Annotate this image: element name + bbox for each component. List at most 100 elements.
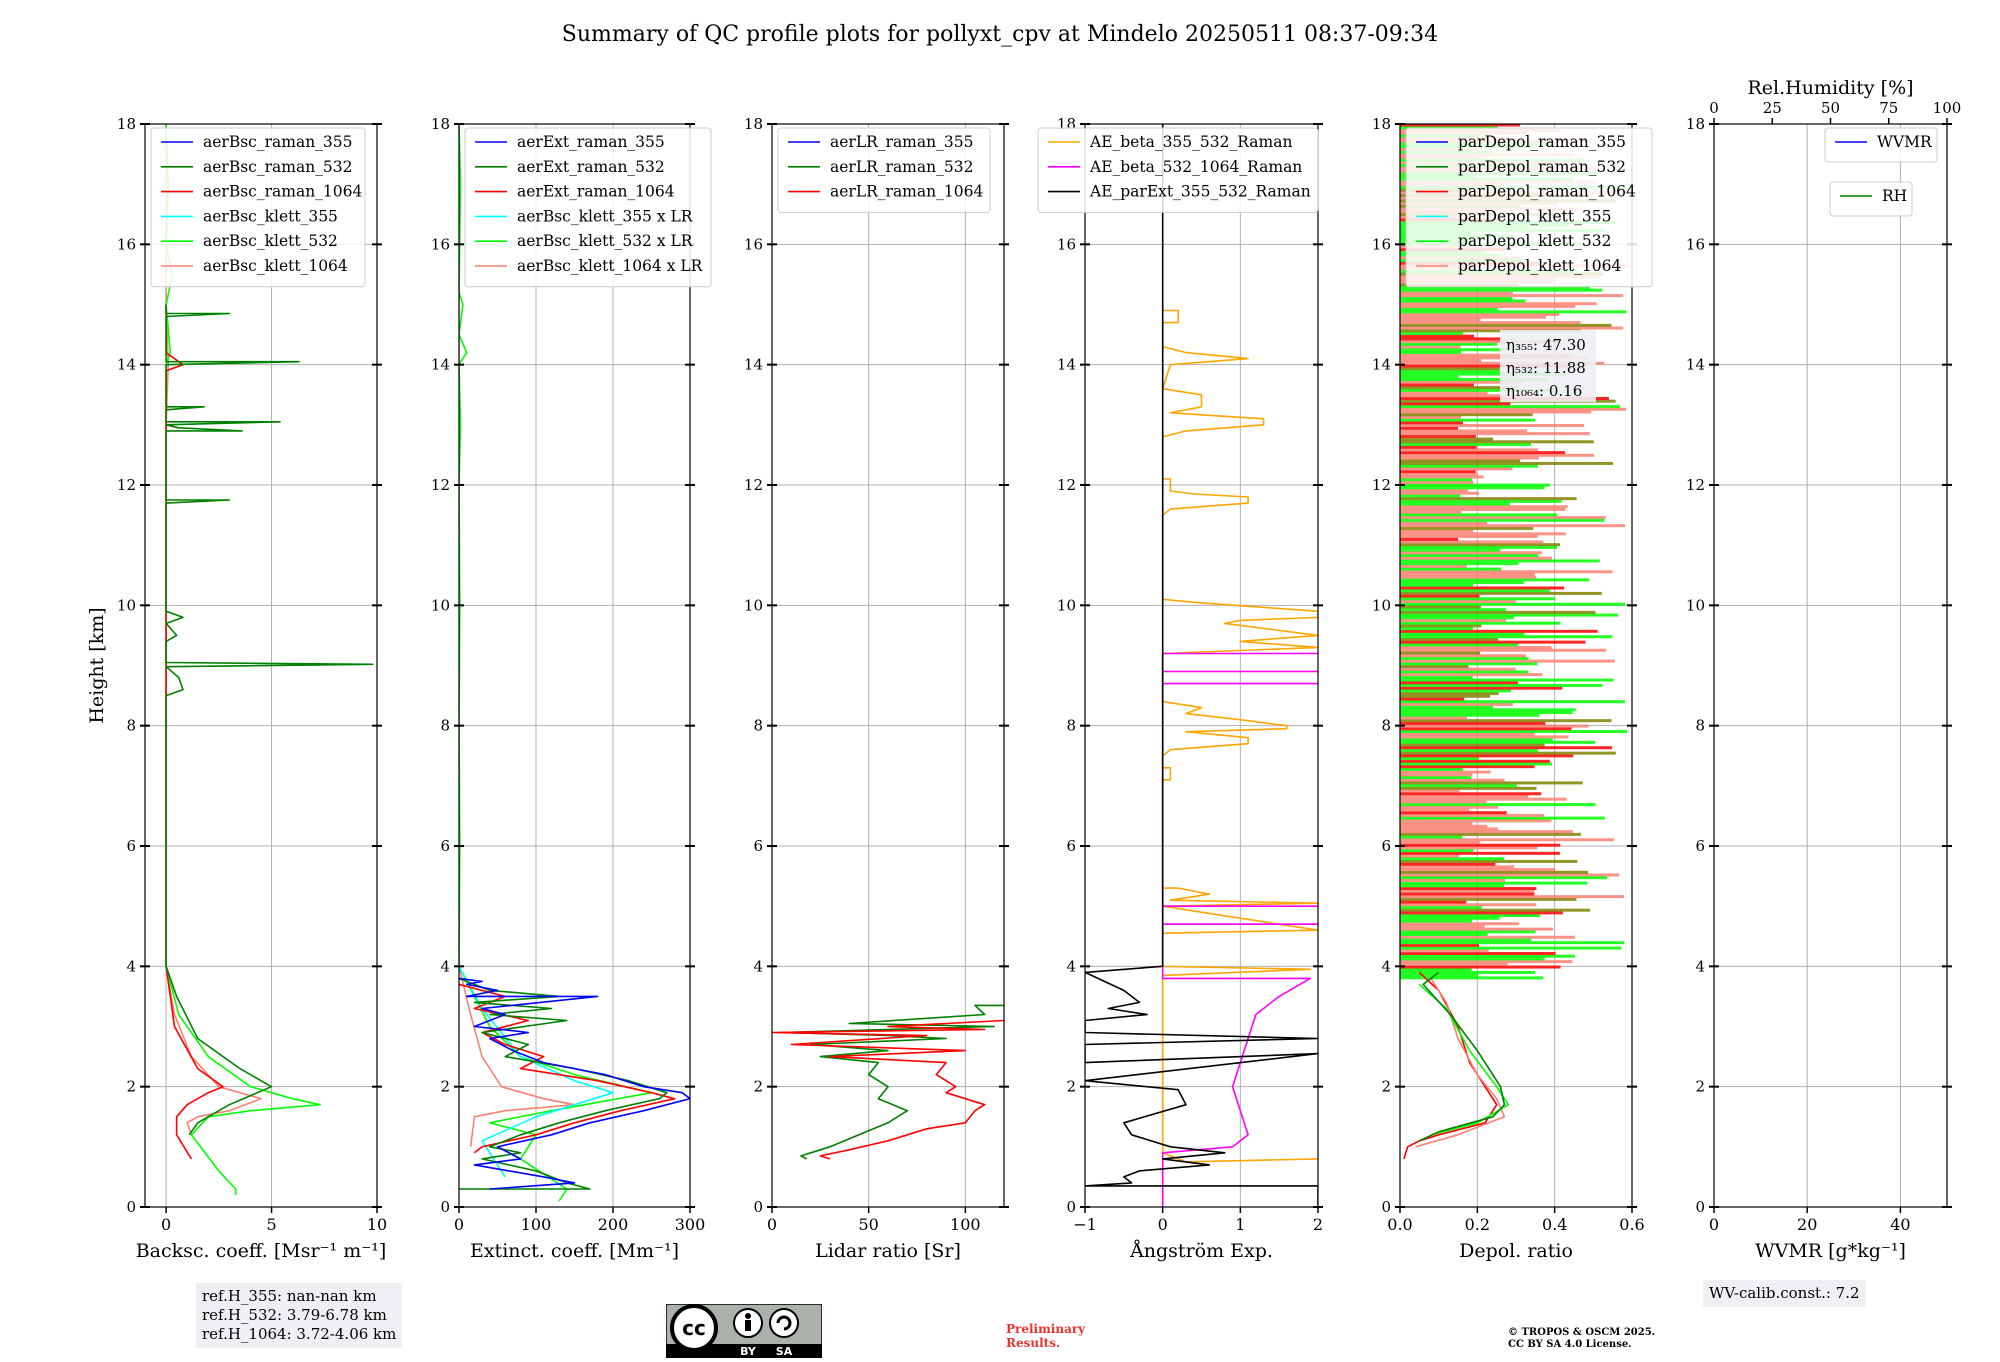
cc-license-icon: cc BY SA bbox=[665, 1303, 823, 1359]
ref-height-532: ref.H_532: 3.79-6.78 km bbox=[202, 1306, 387, 1324]
noise-band bbox=[1400, 830, 1573, 834]
x-tick-label: 0 bbox=[161, 1215, 171, 1234]
noise-band bbox=[1400, 870, 1589, 874]
noise-band bbox=[1400, 786, 1537, 790]
noise-band bbox=[1400, 348, 1510, 352]
y-tick-label: 10 bbox=[1057, 596, 1076, 614]
noise-band bbox=[1400, 957, 1545, 961]
noise-band bbox=[1400, 965, 1561, 969]
legend-label: aerBsc_raman_532 bbox=[203, 158, 353, 176]
noise-band bbox=[1400, 813, 1544, 817]
noise-band bbox=[1400, 467, 1513, 471]
noise-band bbox=[1400, 629, 1598, 633]
noise-band bbox=[1400, 881, 1588, 885]
noise-band bbox=[1400, 610, 1596, 614]
noise-band bbox=[1400, 951, 1556, 955]
legend-label: aerBsc_klett_532 bbox=[203, 232, 338, 250]
noise-band bbox=[1400, 794, 1529, 798]
legend-label: parDepol_klett_532 bbox=[1458, 232, 1611, 250]
noise-band bbox=[1400, 938, 1531, 942]
noise-band bbox=[1400, 816, 1605, 820]
sa-text: SA bbox=[776, 1345, 793, 1358]
noise-band bbox=[1400, 415, 1461, 419]
axes-frame bbox=[144, 123, 378, 1208]
figure-title: Summary of QC profile plots for pollyxt_… bbox=[561, 22, 1439, 47]
noise-band bbox=[1400, 529, 1474, 533]
noise-band bbox=[1400, 854, 1460, 858]
series-line-aerBsc_klett_1064 x LR bbox=[459, 124, 576, 1147]
noise-band bbox=[1400, 502, 1510, 506]
legend-label: aerLR_raman_1064 bbox=[830, 183, 983, 201]
x-tick-label: 5 bbox=[266, 1215, 276, 1234]
noise-band bbox=[1400, 410, 1592, 414]
noise-band bbox=[1400, 876, 1608, 880]
noise-band bbox=[1400, 364, 1569, 368]
noise-band bbox=[1400, 689, 1512, 693]
noise-band bbox=[1400, 759, 1550, 763]
noise-band bbox=[1400, 491, 1480, 495]
legend-frame bbox=[1037, 127, 1319, 213]
noise-band bbox=[1400, 624, 1482, 628]
noise-band bbox=[1400, 916, 1500, 920]
noise-band bbox=[1400, 513, 1558, 517]
y-tick-label: 18 bbox=[1372, 115, 1391, 133]
x-tick-label: 100 bbox=[950, 1215, 981, 1234]
noise-band bbox=[1400, 429, 1528, 433]
noise-band bbox=[1400, 616, 1514, 620]
y-tick-label: 12 bbox=[1372, 476, 1391, 494]
y-tick-label: 8 bbox=[1695, 717, 1705, 735]
noise-band bbox=[1400, 683, 1603, 687]
noise-band bbox=[1400, 521, 1488, 525]
y-tick-label: 14 bbox=[1372, 356, 1391, 374]
noise-band bbox=[1400, 865, 1515, 869]
noise-band bbox=[1400, 868, 1555, 872]
noise-band bbox=[1400, 819, 1552, 823]
noise-band bbox=[1400, 846, 1538, 850]
noise-band bbox=[1400, 543, 1561, 547]
legend-label: aerBsc_raman_1064 bbox=[203, 183, 363, 201]
noise-band bbox=[1400, 475, 1484, 479]
top-x-tick-label: 75 bbox=[1879, 99, 1898, 117]
legend-label: aerExt_raman_355 bbox=[517, 133, 665, 151]
noise-band bbox=[1400, 678, 1614, 682]
y-tick-label: 10 bbox=[744, 596, 763, 614]
noise-band bbox=[1400, 518, 1605, 522]
noise-band bbox=[1400, 724, 1589, 728]
legend-frame bbox=[777, 127, 991, 213]
x-axis-label: Lidar ratio [Sr] bbox=[815, 1240, 961, 1262]
noise-band bbox=[1400, 456, 1539, 460]
copyright-line-1: © TROPOS & OSCM 2025. bbox=[1508, 1327, 1656, 1338]
x-tick-label: 2 bbox=[1313, 1215, 1323, 1234]
noise-band bbox=[1400, 697, 1465, 701]
noise-band bbox=[1400, 478, 1473, 482]
noise-band bbox=[1400, 776, 1472, 780]
noise-band bbox=[1400, 808, 1470, 812]
noise-band bbox=[1400, 510, 1462, 514]
noise-band bbox=[1400, 402, 1511, 406]
eta-annotation-frame bbox=[1500, 330, 1596, 402]
noise-band bbox=[1400, 859, 1578, 863]
eta-value-0: η₃₅₅: 47.30 bbox=[1506, 336, 1586, 354]
noise-band bbox=[1400, 578, 1590, 582]
noise-band bbox=[1400, 388, 1558, 392]
legend-label: aerExt_raman_532 bbox=[517, 158, 665, 176]
y-tick-label: 14 bbox=[744, 356, 763, 374]
noise-band bbox=[1400, 378, 1549, 382]
wv-calib-text: WV-calib.const.: 7.2 bbox=[1709, 1284, 1860, 1302]
top-x-tick-label: 25 bbox=[1763, 99, 1782, 117]
y-tick-label: 14 bbox=[431, 356, 450, 374]
x-tick-label: 300 bbox=[675, 1215, 706, 1234]
noise-band bbox=[1400, 307, 1498, 311]
noise-band bbox=[1400, 654, 1526, 658]
top-x-tick-label: 0 bbox=[1709, 99, 1719, 117]
noise-band bbox=[1400, 499, 1562, 503]
series-group bbox=[1403, 971, 1510, 1160]
y-tick-label: 16 bbox=[744, 235, 763, 253]
y-tick-label: 0 bbox=[1381, 1198, 1391, 1216]
x-tick-label: 0 bbox=[767, 1215, 777, 1234]
noise-band bbox=[1400, 675, 1473, 679]
noise-band bbox=[1400, 291, 1513, 295]
noise-band bbox=[1400, 359, 1482, 363]
legend-label: aerBsc_klett_355 bbox=[203, 207, 338, 225]
noise-band bbox=[1400, 713, 1540, 717]
